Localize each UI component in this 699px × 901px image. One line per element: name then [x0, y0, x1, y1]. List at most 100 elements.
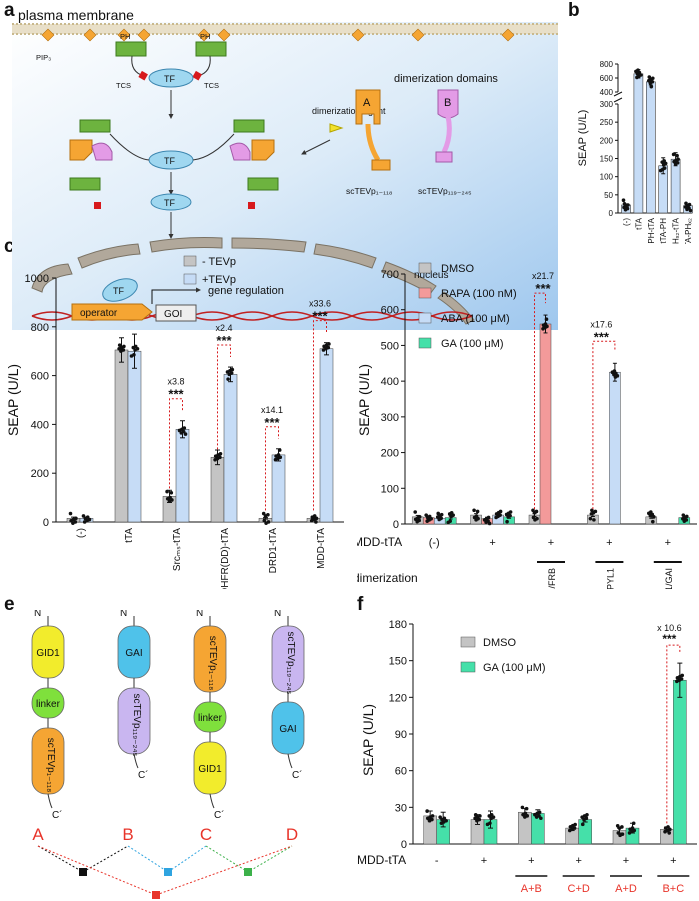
c-terminus-label: C´	[292, 769, 303, 781]
bar	[210, 457, 225, 523]
data-point	[671, 152, 676, 157]
x-tick-label: Srcₘₛ-tTA	[172, 528, 183, 571]
data-point	[626, 203, 630, 207]
gene-regulation-label: gene regulation	[208, 285, 284, 297]
significance-label: ***	[662, 632, 676, 646]
x-tick-label: PH-tTA-PH	[659, 218, 668, 244]
data-point	[676, 157, 680, 162]
legend-swatch	[183, 273, 197, 285]
data-point	[486, 515, 491, 520]
mdd-row-value: +	[665, 537, 671, 549]
domain-label: scTEVp₁₋₁₁₈	[45, 738, 56, 793]
y-tick-label: 100	[381, 483, 399, 495]
data-point	[622, 202, 627, 206]
data-point	[685, 514, 689, 519]
construct-letter: B	[122, 825, 133, 844]
svg-text:operator: operator	[80, 308, 118, 319]
data-point	[534, 509, 539, 514]
data-point	[489, 812, 494, 817]
x-tick-label: ecDHFR(DD)-tTA	[220, 528, 231, 589]
data-point	[427, 514, 432, 519]
c-terminus-label: C´	[138, 769, 149, 781]
mdd-row-value: +	[489, 537, 495, 549]
bar	[646, 81, 656, 214]
schematic-e: N´ GID1 linker scTEVp₁₋₁₁₈ C´ A N´ GAI scTEVp₁₁₉…	[31, 610, 305, 899]
data-point	[448, 519, 452, 523]
data-point	[133, 344, 138, 349]
tf-membrane	[148, 68, 194, 88]
y-tick-label: 600	[600, 74, 614, 83]
fold-label: x17.6	[590, 319, 612, 329]
significance-label: ***	[594, 329, 610, 344]
data-point	[647, 75, 652, 79]
connector	[287, 753, 293, 769]
data-point	[612, 369, 617, 373]
data-point	[417, 515, 422, 519]
n-terminus-label: N´	[274, 610, 285, 619]
data-point	[520, 805, 525, 810]
pairing-marker	[79, 868, 87, 876]
panel-letter-e: e	[4, 594, 15, 615]
mdd-row-value: +	[528, 855, 534, 867]
mdd-row-value: +	[548, 537, 554, 549]
data-point	[117, 343, 122, 347]
tf-bound	[102, 278, 138, 302]
data-point	[430, 814, 435, 818]
data-point	[662, 166, 667, 170]
data-point	[277, 448, 282, 452]
tcs-label-right: TCS	[204, 81, 219, 90]
c-terminus-label: C´	[52, 809, 63, 821]
fold-bracket	[666, 644, 681, 824]
svg-text:TF: TF	[164, 74, 175, 84]
data-point	[649, 84, 654, 89]
domain-label: GAI	[125, 648, 142, 659]
bar	[670, 158, 681, 214]
tev-c-half-left	[91, 142, 113, 161]
mdd-row-value: +	[670, 855, 676, 867]
mdd-row-value: +	[623, 855, 629, 867]
n-terminus-label: N´	[120, 610, 131, 619]
data-point	[616, 831, 621, 835]
mdd-row-value: +	[481, 855, 487, 867]
data-point	[474, 514, 479, 519]
fold-label: x21.7	[532, 271, 554, 281]
svg-text:TF: TF	[164, 198, 175, 208]
bar	[609, 371, 621, 525]
data-point	[168, 495, 172, 500]
data-point	[165, 489, 169, 494]
svg-text:A: A	[363, 97, 371, 109]
data-point	[531, 508, 535, 513]
data-point	[681, 513, 686, 517]
data-point	[425, 809, 429, 813]
y-tick-label: 0	[401, 839, 407, 851]
y-tick-label: 250	[600, 118, 614, 127]
pair-label: A+D	[615, 883, 637, 895]
data-point	[651, 76, 655, 81]
y-tick-label: 200	[381, 448, 399, 460]
fold-label: x3.8	[167, 377, 184, 387]
data-point	[535, 516, 539, 521]
fold-label: x33.6	[309, 299, 331, 309]
data-point	[68, 511, 73, 516]
domains-row-label: dimerization	[357, 571, 418, 585]
y-tick-label: 0	[609, 209, 614, 218]
data-point	[436, 511, 440, 516]
data-point	[585, 812, 589, 817]
domain-label: GID1	[198, 764, 222, 775]
data-point	[651, 519, 655, 524]
y-tick-label: 800	[600, 60, 614, 69]
data-point	[621, 198, 626, 203]
panel-letter-a: a	[4, 0, 15, 21]
y-tick-label: 400	[381, 376, 399, 388]
y-tick-label: 100	[600, 173, 614, 182]
legend-label: ABA (100 μM)	[441, 313, 510, 325]
significance-label: ***	[264, 415, 280, 430]
data-point	[666, 825, 670, 829]
data-point	[472, 508, 476, 513]
data-point	[327, 342, 331, 346]
membrane-label: plasma membrane	[18, 8, 134, 23]
fold-label: x 10.6	[657, 623, 682, 633]
data-point	[687, 202, 692, 207]
data-point	[508, 510, 513, 514]
y-tick-label: 300	[600, 100, 614, 109]
